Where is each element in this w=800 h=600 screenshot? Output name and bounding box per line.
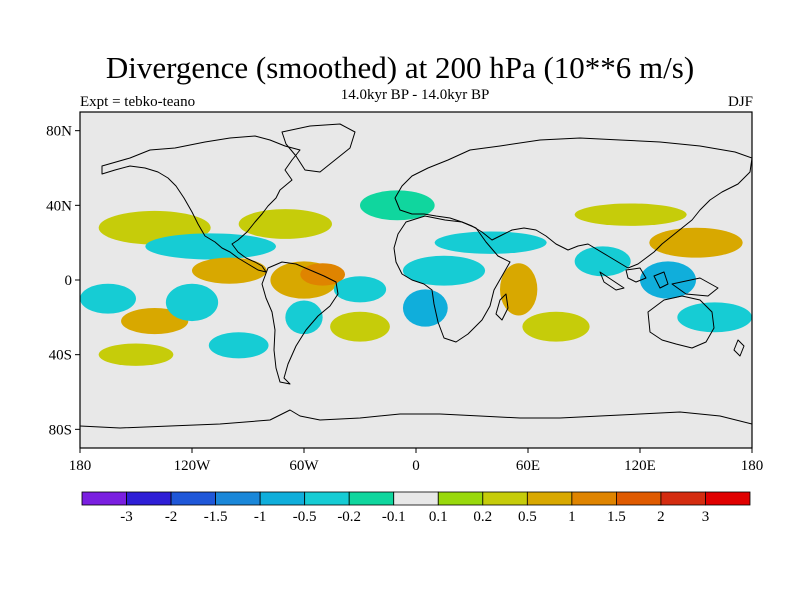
colorbar-swatch — [348, 491, 395, 506]
field-patch-1 — [80, 283, 136, 314]
field-patch-17 — [434, 231, 547, 254]
coast-south-america — [261, 261, 339, 385]
lat-label: 80S — [49, 422, 72, 438]
coast-maritime-continent — [599, 267, 719, 297]
colorbar-label: 3 — [702, 509, 710, 525]
colorbar-label: 1.5 — [607, 509, 626, 525]
lat-label: 80N — [46, 124, 72, 140]
coast-australia — [647, 295, 715, 349]
coast-africa — [393, 215, 511, 343]
lon-label: 180 — [69, 458, 92, 474]
field-patch-13 — [330, 311, 390, 342]
colorbar-swatch — [393, 491, 439, 506]
colorbar-swatch — [482, 491, 528, 506]
lon-label: 120W — [174, 458, 212, 474]
season-label: DJF — [727, 94, 753, 110]
field-patch-22 — [640, 261, 696, 299]
lat-label: 0 — [65, 273, 73, 289]
colorbar-swatch — [616, 491, 662, 506]
longitude-labels: 180 120W 60W 0 60E 120E 180 — [69, 458, 764, 474]
field-patch-24 — [677, 302, 752, 333]
field-patch-18 — [500, 263, 538, 316]
colorbar-label: -3 — [120, 509, 133, 525]
field-patch-15 — [402, 255, 486, 286]
colorbar-swatch — [170, 491, 216, 506]
field-patch-7 — [208, 332, 269, 359]
lon-label: 60E — [516, 458, 540, 474]
coast-greenland — [281, 123, 356, 173]
colorbar-label: -1.5 — [204, 509, 228, 525]
colorbar-label: 1 — [568, 509, 576, 525]
coast-new-zealand — [733, 339, 745, 357]
coast-madagascar — [495, 293, 509, 321]
colorbar-swatch — [705, 491, 751, 506]
lon-label: 0 — [412, 458, 420, 474]
colorbar-swatch — [126, 491, 172, 506]
colorbar-label: -0.2 — [337, 509, 361, 525]
field-patch-19 — [522, 311, 590, 342]
colorbar-swatch — [437, 491, 484, 506]
colorbar-label: 0.1 — [429, 509, 448, 525]
chart-subtitle: 14.0kyr BP - 14.0kyr BP — [340, 87, 490, 103]
colorbar-label: 0.5 — [518, 509, 537, 525]
field-patch-12 — [333, 276, 387, 303]
colorbar — [81, 491, 751, 506]
lat-label: 40N — [46, 198, 72, 214]
lon-label: 180 — [741, 458, 764, 474]
coast-eurasia — [394, 137, 752, 269]
field-patch-20 — [574, 246, 631, 277]
latitude-labels: 80N 40N 0 40S 80S — [46, 124, 72, 439]
experiment-label: Expt = tebko-teano — [80, 94, 196, 110]
colorbar-label: 2 — [657, 509, 665, 525]
colorbar-label: -0.5 — [293, 509, 317, 525]
field-patch-21 — [574, 203, 687, 226]
lon-label: 120E — [624, 458, 656, 474]
field-patch-10 — [300, 263, 346, 286]
colorbar-swatch — [259, 491, 306, 506]
divergence-field — [80, 190, 752, 366]
colorbar-swatch — [660, 491, 706, 506]
chart-title: Divergence (smoothed) at 200 hPa (10**6 … — [105, 50, 695, 85]
colorbar-swatch — [215, 491, 261, 506]
field-patch-4 — [145, 233, 276, 260]
field-patch-8 — [238, 209, 332, 239]
coastlines — [80, 123, 752, 429]
lat-label: 40S — [49, 348, 72, 364]
coast-antarctica — [80, 409, 752, 429]
colorbar-swatch — [571, 491, 617, 506]
colorbar-swatch — [304, 491, 350, 506]
colorbar-swatch — [526, 491, 573, 506]
colorbar-label: -0.1 — [382, 509, 406, 525]
colorbar-swatch — [81, 491, 127, 506]
colorbar-labels: -3 -2 -1.5 -1 -0.5 -0.2 -0.1 0.1 0.2 0.5 1 1.5 2 3 — [120, 509, 709, 525]
field-patch-16 — [402, 289, 448, 327]
coast-north-america — [101, 135, 301, 273]
colorbar-label: -1 — [254, 509, 267, 525]
field-patch-11 — [285, 300, 323, 335]
axis-ticks — [75, 130, 753, 453]
field-patch-14 — [360, 190, 435, 221]
field-patch-3 — [98, 343, 174, 366]
colorbar-label: -2 — [165, 509, 178, 525]
field-patch-6 — [165, 283, 219, 322]
colorbar-label: 0.2 — [473, 509, 492, 525]
field-patch-5 — [192, 257, 267, 284]
lon-label: 60W — [289, 458, 319, 474]
field-patch-2 — [121, 308, 189, 335]
